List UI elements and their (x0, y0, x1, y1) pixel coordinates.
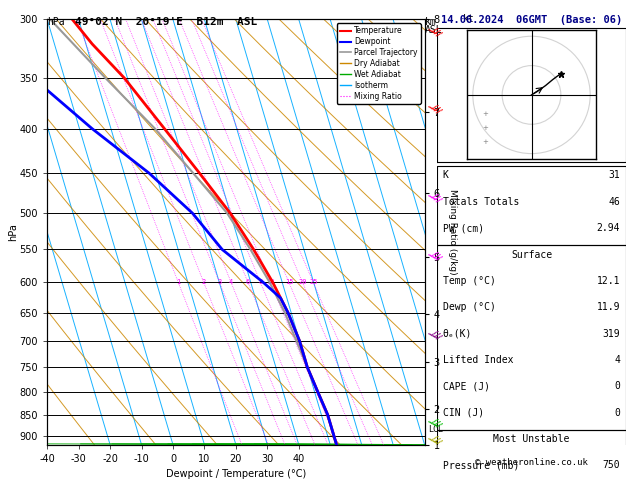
Y-axis label: hPa: hPa (8, 223, 18, 241)
Text: \: \ (429, 330, 439, 341)
Text: 4: 4 (229, 279, 233, 285)
Text: 14.06.2024  06GMT  (Base: 06): 14.06.2024 06GMT (Base: 06) (441, 15, 622, 25)
Text: 4: 4 (615, 355, 620, 365)
Text: \: \ (429, 418, 439, 429)
Text: Dewp (°C): Dewp (°C) (443, 302, 496, 312)
Text: K: K (443, 171, 448, 180)
Text: 20: 20 (298, 279, 307, 285)
Text: Surface: Surface (511, 249, 552, 260)
Text: \: \ (429, 104, 439, 114)
Text: 3: 3 (218, 279, 221, 285)
Text: Lifted Index: Lifted Index (443, 355, 513, 365)
Text: \: \ (429, 251, 439, 261)
Text: kt: kt (463, 14, 475, 24)
Legend: Temperature, Dewpoint, Parcel Trajectory, Dry Adiabat, Wet Adiabat, Isotherm, Mi: Temperature, Dewpoint, Parcel Trajectory… (337, 23, 421, 104)
Text: 15: 15 (285, 279, 293, 285)
Text: +: + (482, 111, 488, 117)
Text: 10: 10 (266, 279, 275, 285)
Text: Temp (°C): Temp (°C) (443, 276, 496, 286)
Text: ///: /// (430, 434, 442, 447)
Text: 8: 8 (259, 279, 262, 285)
X-axis label: Dewpoint / Temperature (°C): Dewpoint / Temperature (°C) (166, 469, 306, 479)
Text: 46: 46 (608, 197, 620, 207)
Text: CIN (J): CIN (J) (443, 408, 484, 417)
Text: LCL: LCL (428, 425, 443, 434)
Text: \: \ (429, 193, 439, 203)
Text: ///: /// (430, 103, 442, 116)
Text: Pressure (mb): Pressure (mb) (443, 460, 519, 470)
Text: 6: 6 (246, 279, 250, 285)
Text: Totals Totals: Totals Totals (443, 197, 519, 207)
Text: hPa: hPa (47, 17, 65, 27)
Text: ///: /// (430, 250, 442, 262)
Text: 25: 25 (309, 279, 318, 285)
Text: © weatheronline.co.uk: © weatheronline.co.uk (475, 457, 588, 467)
Text: +: + (482, 125, 488, 131)
Text: +: + (482, 139, 488, 145)
Text: CAPE (J): CAPE (J) (443, 382, 490, 391)
Text: 31: 31 (608, 171, 620, 180)
Text: \: \ (429, 27, 439, 37)
Text: ///: /// (430, 26, 442, 38)
Text: 2: 2 (202, 279, 206, 285)
Text: 0: 0 (615, 382, 620, 391)
Text: ///: /// (430, 191, 442, 204)
Text: 319: 319 (603, 329, 620, 339)
Text: ///: /// (430, 417, 442, 430)
Text: 1: 1 (176, 279, 181, 285)
Text: 2.94: 2.94 (597, 223, 620, 233)
Y-axis label: Mixing Ratio (g/kg): Mixing Ratio (g/kg) (447, 189, 457, 275)
Text: ASL: ASL (425, 25, 443, 35)
Text: 49°02'N  20°19'E  B12m  ASL: 49°02'N 20°19'E B12m ASL (75, 17, 258, 27)
Text: 11.9: 11.9 (597, 302, 620, 312)
Text: 0: 0 (615, 408, 620, 417)
Text: Most Unstable: Most Unstable (493, 434, 570, 444)
Text: 750: 750 (603, 460, 620, 470)
Text: PW (cm): PW (cm) (443, 223, 484, 233)
Text: \: \ (429, 435, 439, 446)
Text: θₑ(K): θₑ(K) (443, 329, 472, 339)
Text: km: km (425, 17, 437, 27)
Text: ///: /// (430, 329, 442, 342)
Text: 12.1: 12.1 (597, 276, 620, 286)
